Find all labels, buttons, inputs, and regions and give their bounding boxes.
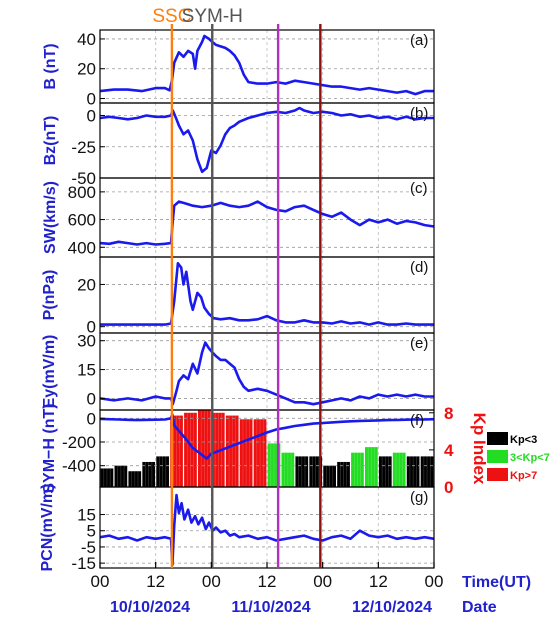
ytick-label-2-2: 800 — [68, 183, 96, 202]
event-label-0: SSC — [152, 6, 191, 27]
date-label-1: 11/10/2024 — [231, 599, 310, 616]
ytick-label-1-0: 0 — [87, 107, 96, 126]
panel-label-3: (d) — [410, 259, 428, 276]
ytick-label-4-1: 15 — [77, 361, 96, 380]
panel-1: 0 -25 -50 Bz(nT) (b) — [42, 102, 435, 188]
kp-legend-label-2: Kp>7 — [510, 470, 537, 482]
ylabel-4: Ey(mV/m) — [41, 335, 58, 409]
kp-bar-21 — [392, 452, 406, 487]
series-line-1-0 — [99, 106, 434, 174]
kp-bar-19 — [365, 447, 378, 487]
ytick-label-6-0: 15 — [77, 506, 96, 525]
ytick-label-5-1: -200 — [62, 433, 96, 452]
series-line-3-0 — [100, 262, 434, 326]
ylabel-2: SW(km/s) — [42, 181, 59, 254]
ytick-label-0-0: 0 — [87, 90, 96, 109]
kp-bar-13 — [281, 452, 295, 487]
kp-legend-swatch-0 — [487, 432, 508, 445]
ylabel-6: PCN(mV/m) — [39, 483, 56, 571]
kp-bar-4 — [156, 456, 169, 487]
ylabel-0: B (nT) — [42, 43, 59, 89]
kp-legend-swatch-1 — [487, 450, 508, 463]
ytick-label-2-0: 400 — [68, 238, 96, 257]
kp-bar-10 — [239, 419, 253, 487]
kp-bar-16 — [323, 465, 336, 487]
ytick-label-3-0: 0 — [87, 318, 96, 337]
ytick-label-6-1: 5 — [87, 522, 96, 541]
xtick-label-5: 12 — [369, 572, 388, 591]
xtick-label-1: 12 — [146, 572, 165, 591]
ylabel-3: P(nPa) — [41, 270, 58, 321]
panel-label-0: (a) — [410, 32, 428, 49]
xtick-label-3: 12 — [258, 572, 277, 591]
y2tick-label-1: 4 — [444, 441, 454, 460]
xtick-label-0: 00 — [91, 572, 110, 591]
kp-bar-23 — [420, 456, 434, 487]
y2tick-label-2: 8 — [444, 404, 453, 423]
panel-6: 155-5-15 PCN(mV/m) (g) — [39, 483, 435, 573]
kp-bar-15 — [309, 456, 323, 487]
kp-bar-22 — [406, 456, 420, 487]
date-label-0: 10/10/2024 — [110, 599, 190, 616]
x-axis: 00 12 00 12 00 12 00 Time(UT) 10/10/2024 11/10/20… — [91, 562, 531, 616]
panel-label-2: (c) — [410, 180, 428, 197]
x-axis-label: Time(UT) — [462, 574, 531, 591]
y2tick-label-0: 0 — [444, 478, 453, 497]
y2label: Kp Index — [470, 413, 489, 485]
ytick-label-4-2: 30 — [77, 332, 96, 351]
ytick-label-6-3: -15 — [71, 554, 96, 573]
xtick-label-4: 00 — [313, 572, 332, 591]
kp-bar-14 — [295, 456, 309, 487]
xtick-label-2: 00 — [202, 572, 221, 591]
ytick-label-4-0: 0 — [87, 389, 96, 408]
series-line-0-0 — [99, 34, 434, 96]
kp-bar-2 — [128, 471, 142, 487]
ytick-label-1-1: -25 — [71, 138, 96, 157]
ytick-label-5-2: -400 — [62, 457, 96, 476]
kp-bar-6 — [184, 412, 197, 487]
ytick-label-6-2: -5 — [81, 538, 96, 557]
ytick-label-3-1: 20 — [77, 275, 96, 294]
panel-3: 0 20 P(nPa) (d) — [41, 256, 435, 337]
kp-bar-9 — [225, 415, 239, 487]
ylabel-1: Bz(nT) — [42, 116, 59, 166]
date-label-2: 12/10/2024 — [352, 599, 432, 616]
ytick-label-1-2: -50 — [71, 169, 96, 188]
kp-bar-7 — [198, 410, 211, 487]
kp-bar-1 — [114, 465, 128, 487]
xtick-label-6: 00 — [425, 572, 444, 591]
ytick-label-0-1: 20 — [77, 60, 96, 79]
series-line-4-0 — [99, 341, 434, 406]
kp-legend-label-1: 3<Kp<7 — [510, 452, 550, 464]
panel-4: 0 15 30 Ey(mV/m) (e) — [41, 332, 435, 411]
panel-label-6: (g) — [410, 489, 428, 506]
panel-label-4: (e) — [410, 335, 428, 352]
kp-bar-18 — [351, 452, 364, 487]
ytick-label-0-2: 40 — [77, 30, 96, 49]
event-label-1: SYM-H — [182, 6, 243, 27]
panel-label-1: (b) — [410, 105, 428, 122]
kp-legend-swatch-2 — [487, 468, 508, 481]
kp-legend-label-0: Kp<3 — [510, 434, 537, 446]
kp-bar-0 — [100, 468, 114, 487]
ytick-label-2-1: 600 — [68, 211, 96, 230]
panel-label-5: (f) — [410, 412, 424, 429]
kp-bar-17 — [337, 461, 350, 487]
ylabel-5: SYM−H (nT) — [41, 403, 58, 493]
panel-2: 400 600 800 SW(km/s) (c) — [42, 177, 435, 258]
kp-bar-3 — [142, 461, 156, 487]
series-line-2-0 — [99, 200, 435, 246]
panel-0: 0 20 40 B (nT) (a) — [42, 29, 435, 109]
ytick-label-5-0: 0 — [87, 409, 96, 428]
kp-bar-20 — [378, 456, 392, 487]
kp-legend: Kp<3 3<Kp<7 Kp>7 — [487, 432, 550, 482]
date-axis-label: Date — [462, 599, 497, 616]
